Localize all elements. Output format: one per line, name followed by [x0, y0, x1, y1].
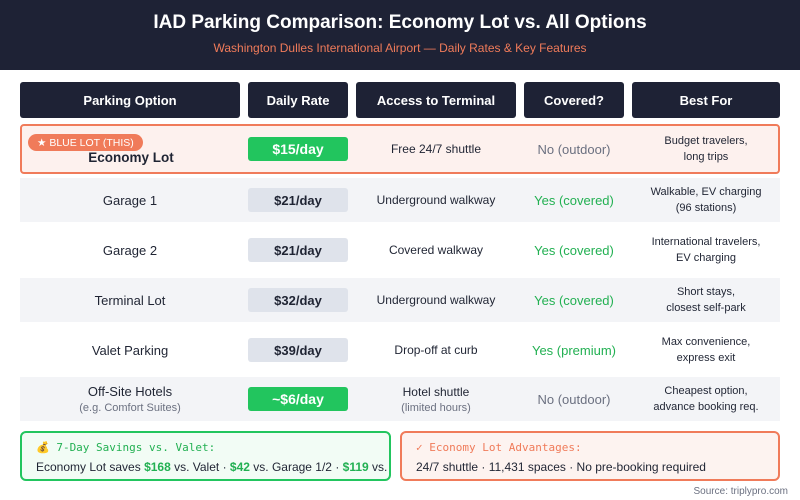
covered-cell: No (outdoor) — [524, 126, 624, 172]
rate-cell: $39/day — [248, 328, 348, 372]
option-cell: Terminal Lot — [20, 278, 240, 322]
table-row-garage-1: Garage 1 $21/day Underground walkway Yes… — [20, 178, 780, 222]
access-text: Hotel shuttle — [402, 384, 470, 399]
savings-text: Economy Lot saves $168 vs. Valet · $42 v… — [36, 460, 389, 474]
best-for-line2: closest self-park — [666, 302, 746, 314]
best-for-cell: Walkable, EV charging (96 stations) — [632, 178, 780, 222]
table-row-off-site-hotels: Off-Site Hotels (e.g. Comfort Suites) ~$… — [20, 377, 780, 421]
access-cell: Underground walkway — [356, 178, 516, 222]
covered-text: Yes (covered) — [534, 292, 614, 308]
col-header-access: Access to Terminal — [356, 82, 516, 118]
best-for-line1: Budget travelers, — [664, 135, 748, 147]
rate-badge: $15/day — [248, 137, 348, 161]
best-for-cell: Cheapest option, advance booking req. — [632, 377, 780, 421]
access-text: Free 24/7 shuttle — [390, 142, 482, 156]
rate-cell: $21/day — [248, 178, 348, 222]
savings-title: 💰 7-Day Savings vs. Valet: — [36, 441, 216, 454]
current-lot-badge: ★ BLUE LOT (THIS) — [28, 134, 143, 151]
savings-text-part: Economy Lot saves — [36, 460, 145, 474]
access-cell: Drop-off at curb — [356, 328, 516, 372]
rate-badge: ~$6/day — [248, 387, 348, 411]
table-row-garage-2: Garage 2 $21/day Covered walkway Yes (co… — [20, 228, 780, 272]
best-for-cell: Short stays, closest self-park — [632, 278, 780, 322]
option-name: Garage 2 — [102, 242, 158, 258]
best-for-line2: (96 stations) — [675, 202, 737, 214]
savings-text-part: vs. Valet · — [170, 460, 230, 474]
best-for-cell: Max convenience, express exit — [632, 328, 780, 372]
best-for-line1: Short stays, — [676, 286, 736, 298]
rate-badge: $21/day — [248, 188, 348, 212]
best-for-line1: Walkable, EV charging — [650, 186, 762, 198]
access-text: Covered walkway — [388, 243, 484, 257]
covered-cell: No (outdoor) — [524, 377, 624, 421]
rate-badge: $39/day — [248, 338, 348, 362]
option-cell: Valet Parking — [20, 328, 240, 372]
best-for-line1: Cheapest option, — [664, 385, 748, 397]
rate-cell: $21/day — [248, 228, 348, 272]
savings-text-part: vs. Garage 1/2 · — [249, 460, 343, 474]
page-header: IAD Parking Comparison: Economy Lot vs. … — [0, 0, 800, 70]
savings-amount-valet: $168 — [144, 460, 171, 474]
best-for-line2: long trips — [683, 151, 729, 163]
covered-cell: Yes (covered) — [524, 228, 624, 272]
rate-cell: ~$6/day — [248, 377, 348, 421]
best-for-line1: Max convenience, — [661, 336, 751, 348]
rate-badge: $21/day — [248, 238, 348, 262]
covered-text: Yes (covered) — [534, 242, 614, 258]
col-header-daily-rate: Daily Rate — [248, 82, 348, 118]
rate-badge: $32/day — [248, 288, 348, 312]
option-subtext: (e.g. Comfort Suites) — [79, 402, 181, 414]
covered-text: Yes (premium) — [531, 342, 617, 358]
access-cell: Covered walkway — [356, 228, 516, 272]
option-name: Off-Site Hotels — [87, 384, 173, 399]
source-credit: Source: triplypro.com — [693, 486, 788, 497]
option-cell: Garage 2 — [20, 228, 240, 272]
covered-text: No (outdoor) — [537, 391, 611, 407]
option-name: Garage 1 — [102, 192, 158, 208]
best-for-cell: Budget travelers, long trips — [632, 126, 780, 172]
access-cell: Free 24/7 shuttle — [356, 126, 516, 172]
best-for-line1: International travelers, — [651, 236, 761, 248]
access-cell: Underground walkway — [356, 278, 516, 322]
access-text: Underground walkway — [376, 293, 496, 307]
best-for-line2: express exit — [676, 352, 736, 364]
access-cell: Hotel shuttle (limited hours) — [356, 377, 516, 421]
savings-amount-garage: $42 — [229, 460, 250, 474]
col-header-best-for: Best For — [632, 82, 780, 118]
covered-cell: Yes (covered) — [524, 278, 624, 322]
best-for-cell: International travelers, EV charging — [632, 228, 780, 272]
table-row-terminal-lot: Terminal Lot $32/day Underground walkway… — [20, 278, 780, 322]
table-row-valet: Valet Parking $39/day Drop-off at curb Y… — [20, 328, 780, 372]
option-cell: Off-Site Hotels (e.g. Comfort Suites) — [20, 377, 240, 421]
covered-cell: Yes (covered) — [524, 178, 624, 222]
col-header-covered: Covered? — [524, 82, 624, 118]
page-title: IAD Parking Comparison: Economy Lot vs. … — [153, 12, 647, 33]
option-name: Valet Parking — [91, 342, 169, 358]
access-text: Drop-off at curb — [394, 343, 478, 357]
rate-cell: $15/day — [248, 126, 348, 172]
option-name: Terminal Lot — [94, 292, 166, 308]
advantages-callout: ✓ Economy Lot Advantages: 24/7 shuttle ·… — [400, 431, 780, 481]
covered-text: No (outdoor) — [537, 141, 611, 157]
col-header-parking-option: Parking Option — [20, 82, 240, 118]
savings-text-part: vs. Te — [372, 460, 389, 474]
rate-cell: $32/day — [248, 278, 348, 322]
advantages-text: 24/7 shuttle · 11,431 spaces · No pre-bo… — [416, 460, 706, 474]
option-cell: Garage 1 — [20, 178, 240, 222]
table-row-economy-lot: ★ BLUE LOT (THIS) Economy Lot $15/day Fr… — [20, 124, 780, 174]
access-text: Underground walkway — [376, 193, 496, 207]
option-name: Economy Lot — [88, 149, 174, 165]
savings-amount-terminal: $119 — [342, 460, 369, 474]
best-for-line2: EV charging — [676, 252, 736, 264]
covered-text: Yes (covered) — [534, 192, 614, 208]
option-cell: Economy Lot — [22, 126, 240, 172]
savings-callout: 💰 7-Day Savings vs. Valet: Economy Lot s… — [20, 431, 391, 481]
advantages-title: ✓ Economy Lot Advantages: — [416, 441, 582, 454]
access-subtext: (limited hours) — [401, 401, 471, 414]
best-for-line2: advance booking req. — [653, 401, 759, 413]
covered-cell: Yes (premium) — [524, 328, 624, 372]
page-subtitle: Washington Dulles International Airport … — [213, 41, 587, 55]
